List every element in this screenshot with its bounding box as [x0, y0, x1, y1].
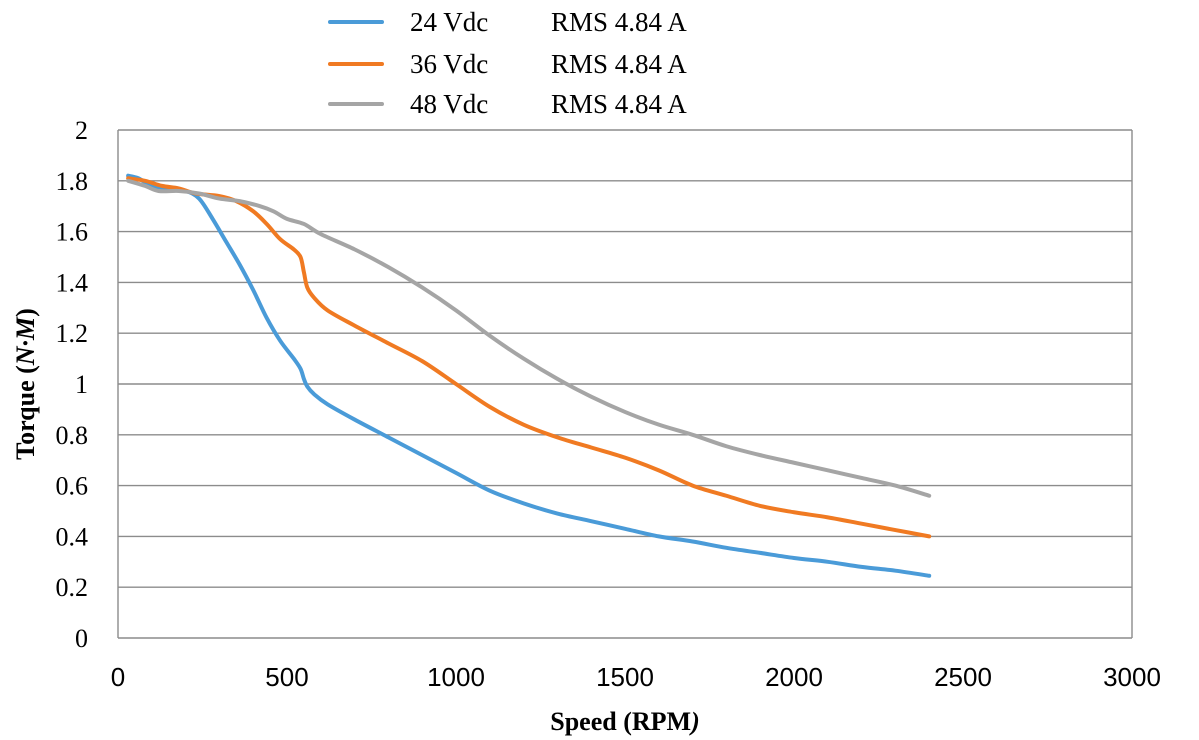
x-tick-label: 0	[111, 662, 125, 692]
y-tick-label: 1.8	[56, 167, 89, 196]
legend-current-label: RMS 4.84 A	[551, 7, 687, 37]
x-tick-label: 1000	[427, 662, 485, 692]
y-tick-label: 0.8	[56, 421, 89, 450]
y-tick-labels: 0 0.2 0.4 0.6 0.8 1 1.2 1.4 1.6 1.8 2	[56, 116, 89, 653]
y-tick-label: 0.4	[56, 522, 89, 551]
legend-voltage-label: 48 Vdc	[410, 89, 488, 119]
y-tick-label: 1.4	[56, 268, 89, 297]
y-tick-label: 2	[75, 116, 88, 145]
y-tick-label: 0	[75, 624, 88, 653]
legend-item-36-vdc: 36 Vdc RMS 4.84 A	[328, 49, 687, 79]
axes	[117, 130, 1133, 639]
x-tick-label: 2500	[934, 662, 992, 692]
y-tick-label: 1.2	[56, 319, 89, 348]
legend-current-label: RMS 4.84 A	[551, 49, 687, 79]
legend-voltage-label: 24 Vdc	[410, 7, 488, 37]
y-tick-label: 0.6	[56, 472, 89, 501]
x-tick-label: 3000	[1103, 662, 1161, 692]
x-tick-label: 1500	[596, 662, 654, 692]
legend-item-48-vdc: 48 Vdc RMS 4.84 A	[328, 89, 687, 119]
legend-voltage-label: 36 Vdc	[410, 49, 488, 79]
series-line-24-vdc	[126, 173, 932, 578]
x-tick-label: 500	[265, 662, 308, 692]
legend-item-24-vdc: 24 Vdc RMS 4.84 A	[328, 7, 687, 37]
y-axis-title: Torque (N·M)	[11, 308, 40, 460]
x-tick-labels: 0 500 1000 1500 2000 2500 3000	[111, 662, 1161, 692]
x-axis-title: Speed (RPM)	[550, 707, 700, 736]
legend: 24 Vdc RMS 4.84 A 36 Vdc RMS 4.84 A 48 Vdc RM…	[328, 7, 687, 119]
series-lines	[126, 173, 932, 578]
y-tick-label: 1.6	[56, 218, 89, 247]
x-tick-label: 2000	[765, 662, 823, 692]
y-tick-label: 1	[75, 370, 88, 399]
series-line-48-vdc	[126, 178, 932, 498]
gridlines	[118, 129, 1132, 588]
y-tick-label: 0.2	[56, 573, 89, 602]
legend-current-label: RMS 4.84 A	[551, 89, 687, 119]
